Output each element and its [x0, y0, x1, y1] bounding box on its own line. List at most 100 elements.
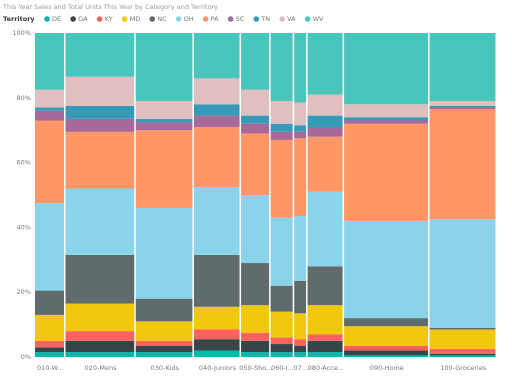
segment [135, 340, 193, 346]
legend-marker [175, 16, 182, 22]
legend-label: VA [287, 15, 296, 23]
segment [429, 353, 496, 356]
segment [429, 101, 496, 106]
legend-marker [227, 16, 234, 22]
segment [65, 105, 135, 119]
segment [344, 318, 429, 327]
x-tick-label: 100-Groceries [440, 364, 487, 372]
segment [65, 76, 135, 106]
segment [193, 339, 240, 351]
segment [270, 217, 293, 286]
segment [270, 139, 293, 218]
legend-marker [253, 16, 260, 22]
segment [135, 321, 193, 341]
segment [35, 107, 64, 111]
segment [35, 33, 64, 90]
segment [35, 347, 64, 353]
segment [241, 352, 270, 357]
segment [135, 130, 193, 208]
legend-marker [304, 16, 311, 22]
segment [35, 110, 64, 121]
legend-label: WV [313, 15, 324, 23]
segment [344, 123, 429, 221]
legend-label: PA [211, 15, 220, 23]
segment [193, 33, 240, 79]
x-tick-label: 090-Home [370, 364, 404, 372]
segment [270, 131, 293, 140]
segment [429, 329, 496, 349]
legend-label: SC [236, 15, 245, 23]
segment [35, 203, 64, 291]
segment [307, 136, 343, 192]
segment [429, 219, 496, 328]
segment [135, 207, 193, 299]
segment [193, 104, 240, 116]
segment [429, 355, 496, 357]
legend-marker [96, 16, 103, 22]
segment [35, 290, 64, 315]
legend-marker [70, 16, 76, 22]
segment [294, 138, 307, 217]
segment [193, 186, 240, 255]
segment [35, 89, 64, 108]
y-tick-label: 100% [12, 29, 31, 37]
segment [270, 311, 293, 338]
segment [270, 344, 293, 353]
legend-label: NC [157, 15, 167, 23]
y-tick-label: 0% [21, 353, 31, 361]
segment [241, 115, 270, 124]
segment [429, 105, 496, 108]
x-tick-label: 020-Mens [85, 364, 117, 372]
legend-marker [202, 16, 209, 22]
y-tick-label: 20% [17, 288, 31, 296]
segment [294, 33, 307, 103]
segment [193, 78, 240, 105]
segment [270, 101, 293, 124]
segment [344, 104, 429, 118]
segment [65, 254, 135, 304]
legend-title: Territory [3, 15, 35, 23]
segment [241, 305, 270, 333]
segment [135, 118, 193, 123]
segment [193, 115, 240, 127]
segment [344, 220, 429, 319]
segment [193, 350, 240, 357]
segment [65, 352, 135, 357]
segment [307, 340, 343, 353]
y-tick-label: 60% [17, 159, 31, 167]
segment [35, 340, 64, 348]
segment [270, 123, 293, 132]
segment [294, 216, 307, 281]
segment [241, 123, 270, 134]
x-tick-label: 040-Juniors [199, 364, 237, 372]
legend-label: MD [130, 15, 141, 23]
segment [35, 120, 64, 204]
legend-marker [149, 16, 156, 22]
segment [270, 337, 293, 345]
segment [429, 327, 496, 330]
segment [294, 345, 307, 353]
segment [307, 352, 343, 357]
segment [429, 33, 496, 102]
segment [35, 352, 64, 357]
segment [344, 326, 429, 346]
segment [307, 94, 343, 116]
segment [193, 306, 240, 330]
segment [344, 120, 429, 124]
segment [65, 118, 135, 132]
chart-title: This Year Sales and Total Units This Yea… [2, 3, 218, 11]
segment [241, 340, 270, 353]
segment [294, 102, 307, 126]
segment [294, 280, 307, 314]
segment [344, 350, 429, 356]
segment [241, 133, 270, 195]
x-tick-label: 030-Kids [151, 364, 180, 372]
legend-label: TN [260, 15, 270, 23]
segment [35, 314, 64, 341]
segment [65, 303, 135, 332]
segment [135, 345, 193, 353]
segment [429, 109, 496, 220]
segment [241, 33, 270, 90]
segment [294, 125, 307, 132]
x-tick-label: 07... [294, 364, 308, 372]
